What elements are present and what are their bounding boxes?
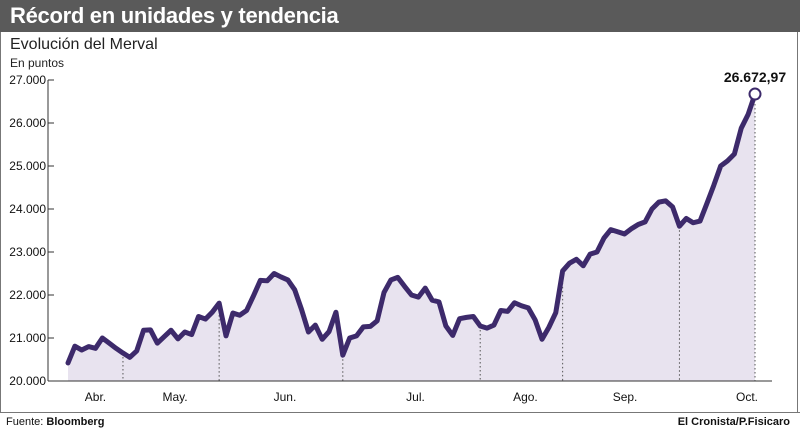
area-fill	[68, 94, 755, 381]
y-tick-label: 24.000	[9, 202, 46, 216]
title-bar: Récord en unidades y tendencia	[0, 0, 800, 32]
footer-divider	[0, 412, 800, 413]
x-month-label: Ago.	[513, 390, 538, 404]
unit-label: En puntos	[10, 56, 65, 70]
credit-note: El Cronista/P.Fisicaro	[677, 416, 790, 428]
series-line	[65, 91, 758, 366]
source-name: Bloomberg	[46, 416, 105, 428]
source-note: Fuente: Bloomberg	[6, 416, 104, 428]
last-point-marker	[748, 87, 762, 101]
last-value-label: 26.672,97	[724, 69, 786, 85]
x-month-label: Sep.	[613, 390, 638, 404]
chart-frame	[0, 32, 798, 413]
y-tick-label: 22.000	[9, 288, 46, 302]
x-month-label: May.	[162, 390, 187, 404]
y-tick-label: 23.000	[9, 245, 46, 259]
y-tick-label: 25.000	[9, 159, 46, 173]
y-tick-label: 27.000	[9, 73, 46, 87]
y-tick-label: 26.000	[9, 116, 46, 130]
y-tick-label: 20.000	[9, 374, 46, 388]
x-month-label: Jun.	[274, 390, 297, 404]
chart-subtitle: Evolución del Merval	[10, 36, 158, 53]
chart-title: Récord en unidades y tendencia	[10, 3, 339, 28]
source-label: Fuente:	[6, 416, 44, 428]
y-tick-label: 21.000	[9, 331, 46, 345]
x-month-label: Abr.	[85, 390, 106, 404]
x-month-label: Oct.	[736, 390, 758, 404]
x-month-label: Jul.	[406, 390, 425, 404]
